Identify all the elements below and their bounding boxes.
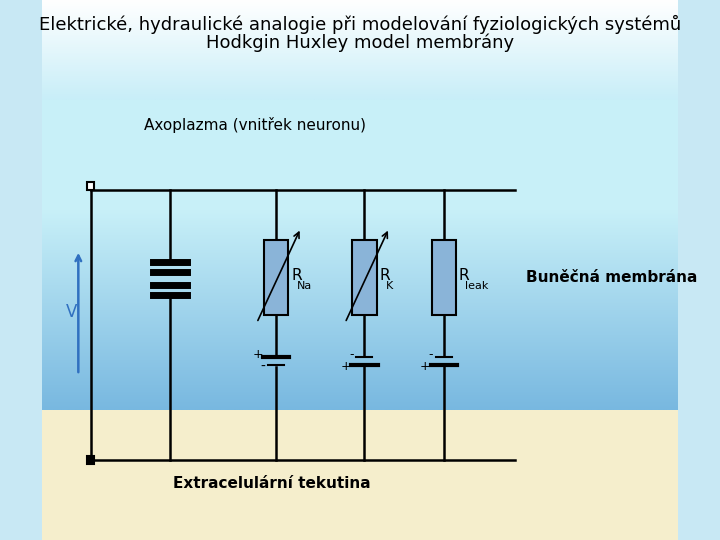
Bar [87, 182, 94, 190]
Text: -: - [428, 348, 433, 361]
Text: -: - [261, 360, 265, 374]
Text: V: V [66, 303, 77, 321]
Text: -: - [349, 348, 354, 361]
Bar [264, 240, 289, 315]
Text: R: R [459, 268, 469, 284]
Text: Extracelulární tekutina: Extracelulární tekutina [173, 476, 370, 490]
Text: R: R [379, 268, 390, 284]
Text: K: K [386, 281, 393, 291]
Text: leak: leak [465, 281, 488, 291]
Text: Axoplazma (vnitřek neuronu): Axoplazma (vnitřek neuronu) [144, 117, 366, 133]
Text: R: R [291, 268, 302, 284]
Bar [431, 240, 456, 315]
Bar [87, 456, 94, 464]
Bar [42, 100, 678, 210]
Text: +: + [420, 361, 431, 374]
Text: Hodkgin Huxley model membrány: Hodkgin Huxley model membrány [206, 33, 514, 52]
Text: Na: Na [297, 281, 312, 291]
Text: Buněčná membrána: Buněčná membrána [526, 269, 698, 285]
Text: Elektrické, hydraulické analogie při modelování fyziologických systémů: Elektrické, hydraulické analogie při mod… [39, 15, 681, 33]
Text: +: + [341, 361, 351, 374]
Bar [352, 240, 377, 315]
Text: +: + [252, 348, 263, 361]
Bar [42, 410, 678, 540]
